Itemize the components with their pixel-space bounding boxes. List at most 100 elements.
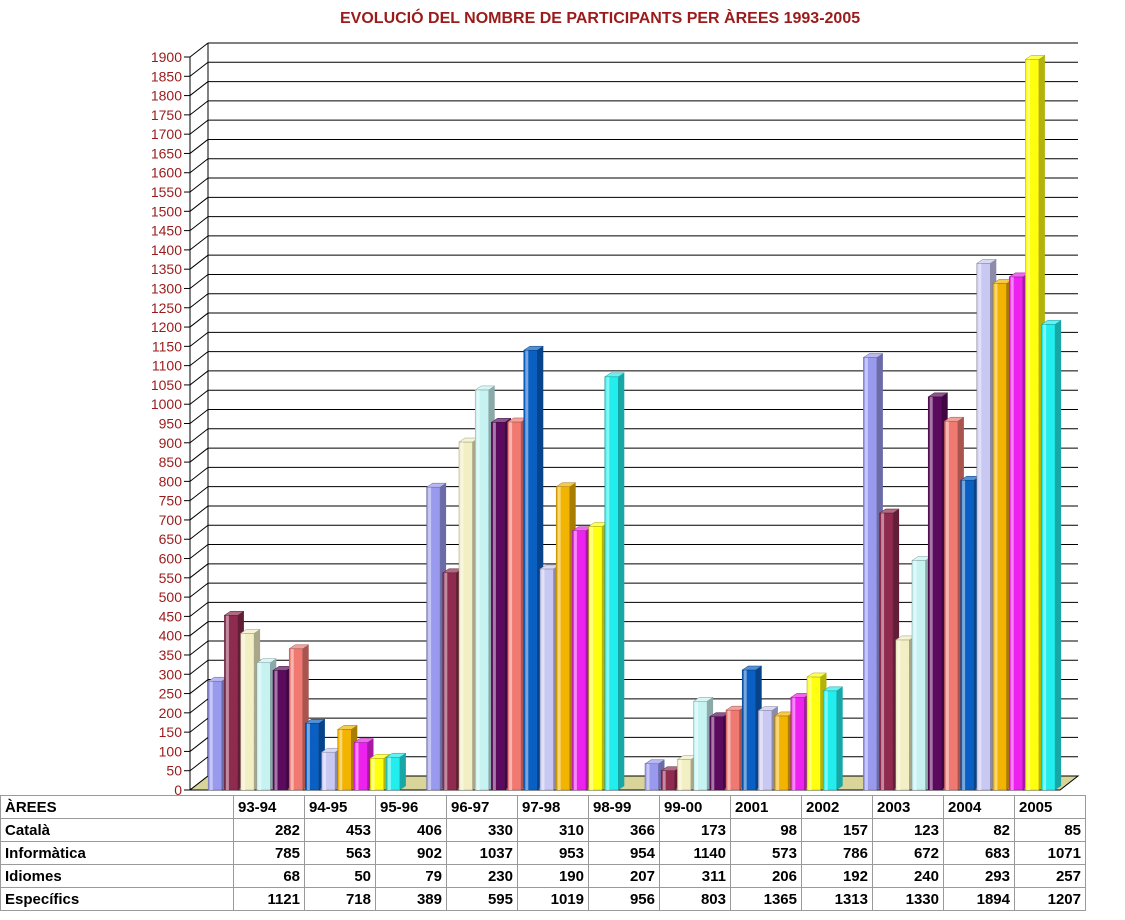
table-cell: 718 [304, 887, 376, 911]
bar-highlight [242, 633, 246, 790]
bar-highlight [864, 357, 868, 790]
bar-highlight [306, 723, 310, 790]
y-tick-label: 350 [159, 647, 183, 663]
table-row: Específics 1121 718 389 595 1019 956 803 1365 131… [0, 887, 1086, 911]
table-cell: 1365 [730, 887, 802, 911]
grid-line-diagonal [189, 61, 209, 77]
y-tick-label: 150 [159, 724, 183, 740]
bar-highlight [994, 283, 998, 790]
table-cell: 207 [588, 864, 660, 888]
grid-line-diagonal [189, 100, 209, 116]
y-tick-label: 1550 [151, 184, 182, 200]
bar [878, 508, 900, 791]
grid-line-diagonal [189, 698, 209, 714]
table-column-header: 95-96 [375, 795, 447, 819]
y-tick-label: 900 [159, 435, 183, 451]
bar-highlight [387, 757, 391, 790]
table-cell: 786 [801, 841, 873, 865]
y-tick-label: 400 [159, 628, 183, 644]
bar-highlight [743, 670, 747, 790]
table-cell: 98 [730, 818, 802, 842]
grid-line-diagonal [189, 351, 209, 367]
y-tick-label: 1900 [151, 49, 182, 65]
bar [894, 635, 917, 791]
table-cell: 1037 [446, 841, 518, 865]
y-tick-label: 1800 [151, 88, 182, 104]
bar-highlight [444, 572, 448, 790]
table-cell: 1894 [943, 887, 1015, 911]
y-tick-label: 1450 [151, 223, 182, 239]
bar-highlight [808, 676, 812, 790]
bar [822, 686, 844, 791]
y-tick-label: 1200 [151, 319, 182, 335]
y-tick-label: 1150 [152, 338, 182, 354]
y-tick-label: 450 [159, 608, 183, 624]
table-column-header: 93-94 [233, 795, 305, 819]
bar-side [1055, 320, 1062, 790]
y-tick-label: 50 [166, 763, 182, 779]
bar-highlight [460, 442, 464, 790]
y-tick-label: 500 [159, 589, 183, 605]
table-column-header: 2004 [943, 795, 1015, 819]
grid-line-diagonal [189, 717, 209, 733]
grid-line-diagonal [189, 42, 209, 58]
table-column-header: 94-95 [304, 795, 376, 819]
table-cell: 1019 [517, 887, 589, 911]
table-cell: 310 [517, 818, 589, 842]
bar-highlight [541, 568, 545, 790]
bar-side [618, 372, 625, 790]
grid-line-diagonal [189, 293, 209, 309]
bar-highlight [759, 710, 763, 790]
y-tick-label: 750 [159, 493, 183, 509]
grid-line-diagonal [189, 254, 209, 270]
table-column-header: 2003 [872, 795, 944, 819]
table-row: Català 282 453 406 330 310 366 173 98 157 123 82 85 [0, 818, 1086, 842]
bar [385, 752, 407, 791]
bar-highlight [492, 422, 496, 790]
table-cell: 50 [304, 864, 376, 888]
grid-line-diagonal [189, 312, 209, 328]
table-row-label: Específics [0, 887, 234, 911]
bar-highlight [509, 421, 513, 790]
grid-line-diagonal [189, 331, 209, 347]
table-row-label: Idiomes [0, 864, 234, 888]
y-tick-label: 250 [159, 686, 183, 702]
table-cell: 956 [588, 887, 660, 911]
bar-highlight [678, 759, 682, 790]
table-cell: 79 [375, 864, 447, 888]
table-column-header: 2002 [801, 795, 873, 819]
bar-highlight [1043, 324, 1047, 790]
grid-line-diagonal [189, 139, 209, 154]
y-tick-label: 1600 [151, 165, 182, 181]
table-cell: 206 [730, 864, 802, 888]
bar-highlight [209, 681, 213, 790]
grid-line-diagonal [189, 177, 209, 193]
bar-highlight [290, 648, 294, 790]
grid-line-diagonal [189, 428, 209, 444]
y-tick-label: 1100 [152, 358, 182, 374]
bar-highlight [274, 670, 278, 790]
y-tick-label: 700 [159, 512, 183, 528]
bar-highlight [428, 487, 432, 790]
bar-highlight [371, 758, 375, 790]
table-column-header: 96-97 [446, 795, 518, 819]
table-cell: 240 [872, 864, 944, 888]
bar-highlight [897, 639, 901, 790]
bar-highlight [776, 715, 780, 790]
table-cell: 453 [304, 818, 376, 842]
table-cell: 123 [872, 818, 944, 842]
table-header-row: ÀREES 93-94 94-95 95-96 96-97 97-98 98-99 99-00… [0, 795, 1086, 819]
bar [603, 372, 626, 791]
table-row: Idiomes 68 50 79 230 190 207 311 206 192 240 293 257 [0, 864, 1086, 888]
grid-line-diagonal [189, 81, 209, 96]
y-tick-label: 1000 [151, 396, 182, 412]
table-cell: 953 [517, 841, 589, 865]
grid-line-diagonal [189, 602, 209, 617]
grid-line-diagonal [189, 216, 209, 231]
bar-highlight [525, 350, 529, 790]
table-cell: 1207 [1014, 887, 1086, 911]
bar-highlight [557, 486, 561, 790]
bar-highlight [1026, 59, 1030, 790]
table-column-header: 98-99 [588, 795, 660, 819]
table-cell: 954 [588, 841, 660, 865]
